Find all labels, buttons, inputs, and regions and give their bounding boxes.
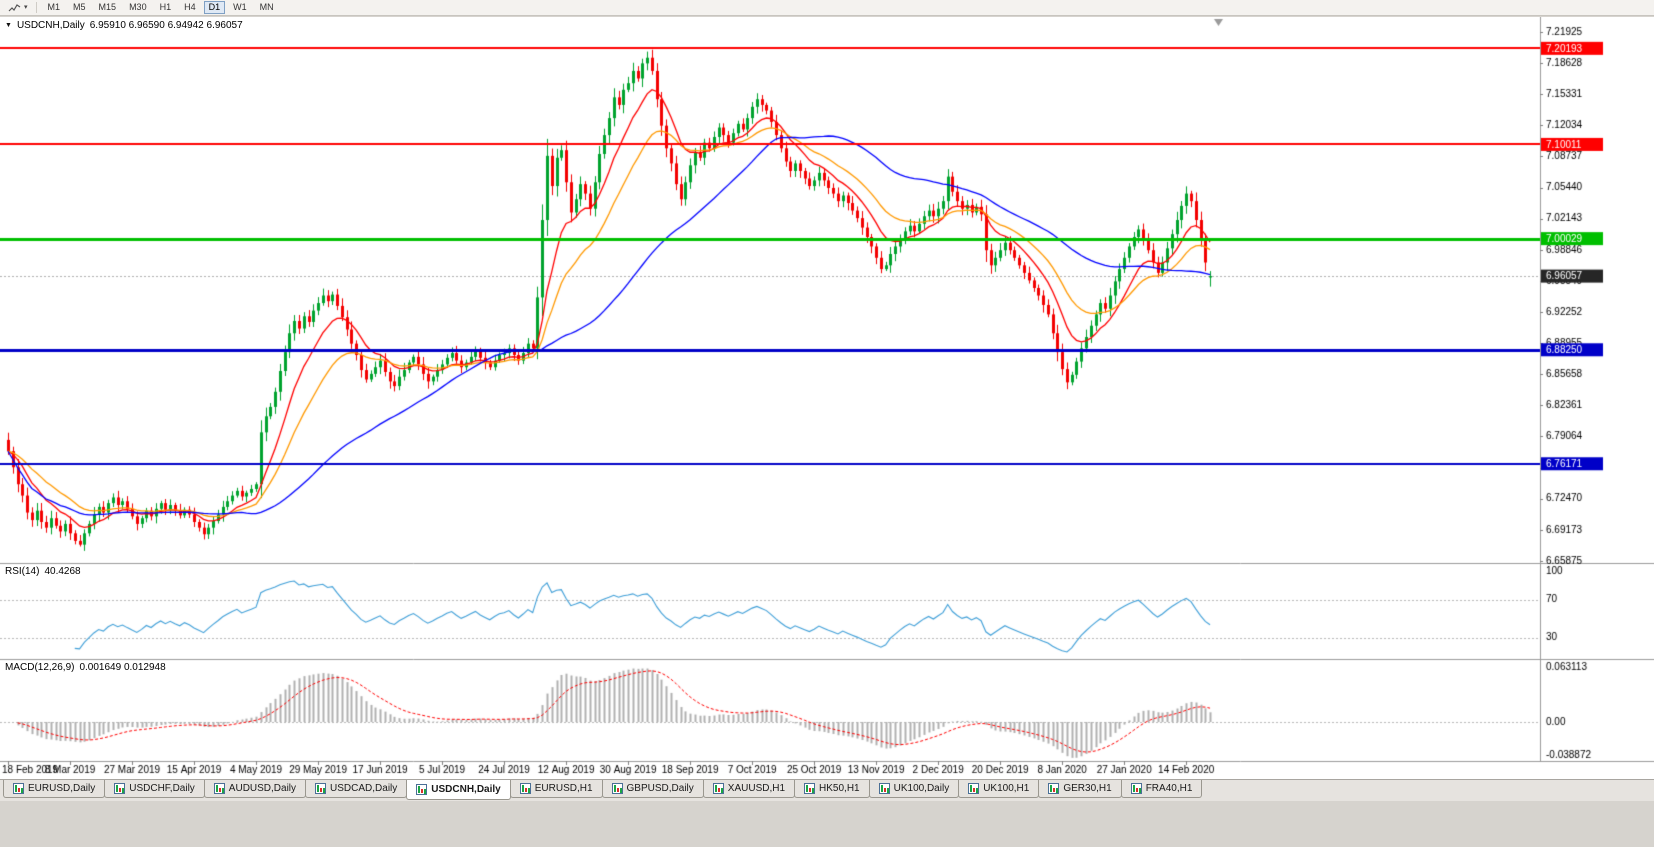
tab-label: GER30,H1 xyxy=(1063,783,1112,794)
timeframe-button-m1[interactable]: M1 xyxy=(43,1,66,14)
dropdown-arrow-icon: ▾ xyxy=(24,4,28,11)
tab-fra40-h1[interactable]: FRA40,H1 xyxy=(1120,780,1203,798)
chart-tab-icon xyxy=(213,783,225,794)
timeframe-button-d1[interactable]: D1 xyxy=(203,1,226,14)
tab-hk50-h1[interactable]: HK50,H1 xyxy=(794,780,870,798)
tab-gbpusd-daily[interactable]: GBPUSD,Daily xyxy=(601,780,704,798)
tab-label: EURUSD,Daily xyxy=(28,783,96,794)
chart-tab-icon xyxy=(878,783,890,794)
chart-tab-icon xyxy=(416,784,428,795)
tab-usdcnh-daily[interactable]: USDCNH,Daily xyxy=(406,780,511,800)
timeframe-button-h4[interactable]: H4 xyxy=(179,1,201,14)
chart-tab-icon xyxy=(315,783,327,794)
tab-label: FRA40,H1 xyxy=(1145,783,1193,794)
toolbar-separator xyxy=(35,2,37,13)
chart-tab-icon xyxy=(114,783,126,794)
one-click-trading-toggle[interactable]: ▼ xyxy=(5,22,12,29)
cursor-tool-icon[interactable]: ▾ xyxy=(5,1,31,14)
timeframe-button-m30[interactable]: M30 xyxy=(124,1,152,14)
chart-tab-icon xyxy=(968,783,980,794)
tab-eurusd-h1[interactable]: EURUSD,H1 xyxy=(509,780,603,798)
timeframe-button-h1[interactable]: H1 xyxy=(155,1,177,14)
timeframe-button-m15[interactable]: M15 xyxy=(94,1,122,14)
tab-label: XAUUSD,H1 xyxy=(727,783,786,794)
timeframe-button-mn[interactable]: MN xyxy=(255,1,279,14)
timeframe-toolbar: ▾ M1 M5 M15 M30 H1 H4 D1 W1 MN xyxy=(0,0,1654,16)
price-chart-canvas[interactable] xyxy=(0,17,1654,779)
tab-usdchf-daily[interactable]: USDCHF,Daily xyxy=(104,780,205,798)
chart-tabs-bar: EURUSD,Daily USDCHF,Daily AUDUSD,Daily U… xyxy=(0,779,1654,801)
tab-audusd-daily[interactable]: AUDUSD,Daily xyxy=(203,780,307,798)
chart-area: ▼ USDCNH,Daily 6.95910 6.96590 6.94942 6… xyxy=(0,17,1654,779)
timeframe-button-w1[interactable]: W1 xyxy=(228,1,252,14)
tab-label: UK100,Daily xyxy=(893,783,950,794)
tab-xauusd-h1[interactable]: XAUUSD,H1 xyxy=(702,780,796,798)
chart-tab-icon xyxy=(611,783,623,794)
tab-ger30-h1[interactable]: GER30,H1 xyxy=(1038,780,1122,798)
tab-label: GBPUSD,Daily xyxy=(626,783,694,794)
tab-label: AUDUSD,Daily xyxy=(228,783,297,794)
chart-tab-icon xyxy=(804,783,816,794)
tab-label: USDCHF,Daily xyxy=(129,783,195,794)
tab-uk100-h1[interactable]: UK100,H1 xyxy=(958,780,1040,798)
chart-tab-icon xyxy=(1130,783,1142,794)
timeframe-button-m5[interactable]: M5 xyxy=(68,1,91,14)
tab-uk100-daily[interactable]: UK100,Daily xyxy=(868,780,960,798)
tab-label: HK50,H1 xyxy=(819,783,860,794)
chart-tab-icon xyxy=(519,783,531,794)
sparkline-cursor-icon xyxy=(8,3,21,11)
chart-tab-icon xyxy=(1048,783,1060,794)
tab-label: EURUSD,H1 xyxy=(534,783,593,794)
chart-tab-icon xyxy=(712,783,724,794)
tab-label: USDCNH,Daily xyxy=(431,784,501,795)
tab-eurusd-daily[interactable]: EURUSD,Daily xyxy=(3,780,106,798)
window-background xyxy=(0,801,1654,847)
tab-label: UK100,H1 xyxy=(983,783,1030,794)
tab-label: USDCAD,Daily xyxy=(330,783,398,794)
tab-usdcad-daily[interactable]: USDCAD,Daily xyxy=(305,780,408,798)
chart-tab-icon xyxy=(13,783,24,794)
